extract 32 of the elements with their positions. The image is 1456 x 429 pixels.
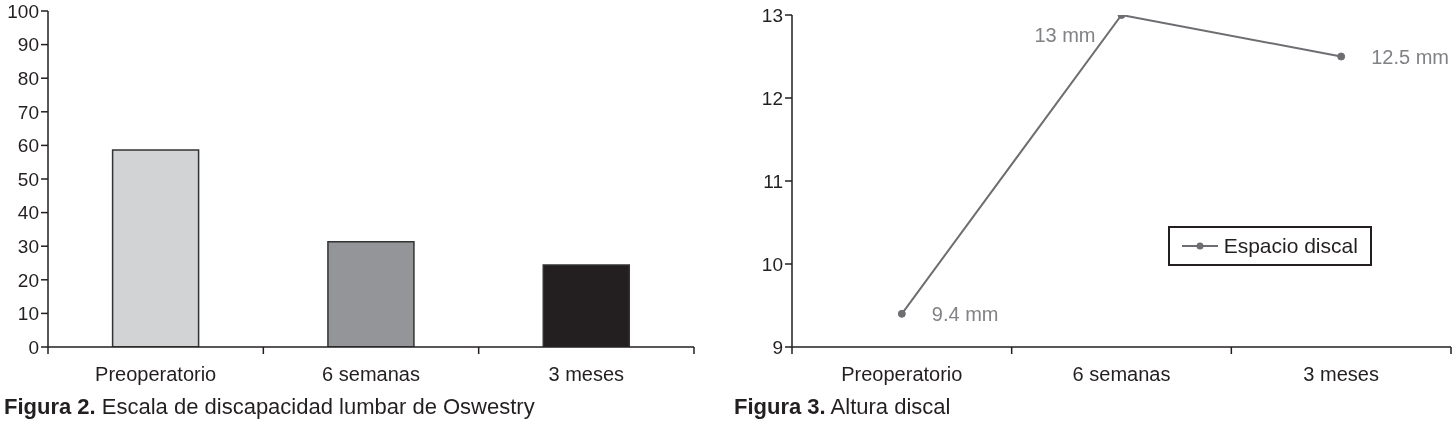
point [1337, 52, 1346, 61]
y-tick-label: 40 [17, 202, 39, 224]
bar [327, 241, 415, 347]
x-tick-label: 3 meses [548, 363, 625, 385]
y-tick-label: 60 [17, 135, 39, 157]
x-tick-label: 3 meses [1303, 363, 1379, 385]
y-tick-label: 10 [17, 303, 39, 325]
y-tick-label: 0 [28, 336, 39, 358]
data-label: 9.4 mm [931, 302, 999, 325]
x-tick-label: 6 semanas [1072, 363, 1171, 385]
y-tick-label: 80 [17, 67, 39, 89]
y-tick-label: 10 [761, 253, 783, 275]
y-tick-label: 100 [7, 0, 39, 22]
bar [111, 149, 200, 347]
y-tick-label: 50 [17, 168, 39, 190]
text: Figura 2. Escala de discapacidad lumbar de Oswestry [4, 394, 535, 420]
x-tick-label: Preoperatorio [841, 363, 963, 385]
legend-label: Espacio discal [1223, 233, 1358, 258]
x-tick-label: 6 semanas [322, 363, 420, 385]
y-tick-label: 70 [17, 101, 39, 123]
y-tick-label: 12 [761, 87, 783, 109]
y-tick-label: 90 [17, 34, 39, 56]
data-label: 12.5 mm [1371, 45, 1449, 68]
text: Figura 3. Altura discal [734, 394, 951, 420]
point [897, 309, 906, 318]
data-label: 13 mm [1034, 24, 1096, 46]
y-tick-label: 13 [761, 4, 783, 26]
x-tick-label: Preoperatorio [95, 363, 217, 385]
y-tick-label: 9 [772, 336, 783, 358]
y-tick-label: 11 [763, 170, 783, 192]
y-tick-label: 20 [17, 269, 39, 291]
y-tick-label: 30 [17, 235, 39, 257]
